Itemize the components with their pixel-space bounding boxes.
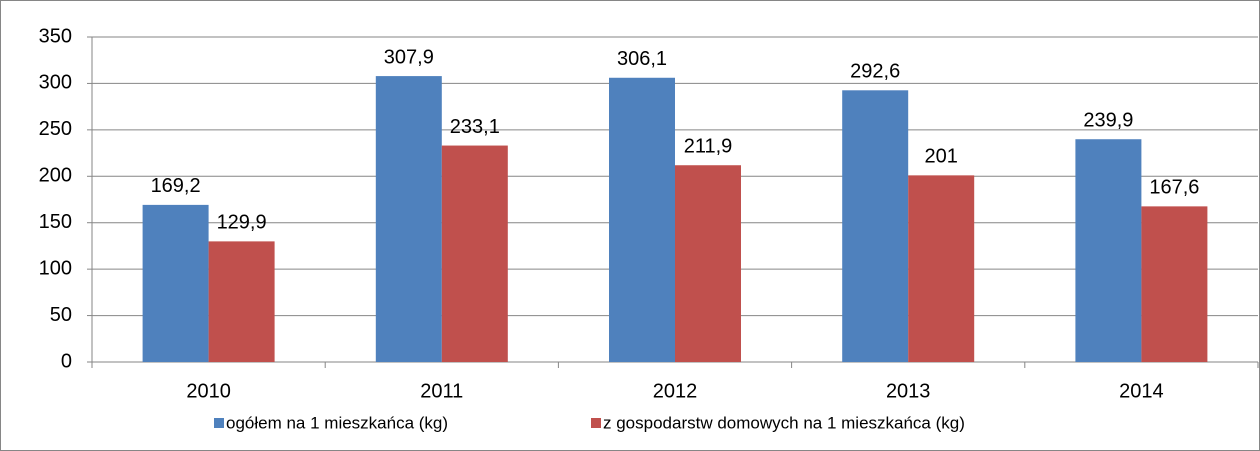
y-tick-label: 0 bbox=[61, 350, 72, 372]
bar bbox=[142, 204, 209, 362]
y-tick-label: 50 bbox=[50, 304, 72, 326]
data-label: 169,2 bbox=[151, 175, 201, 197]
x-tick-label: 2011 bbox=[420, 380, 463, 402]
bar bbox=[208, 241, 275, 362]
data-label: 201 bbox=[925, 146, 958, 168]
bar bbox=[675, 165, 741, 362]
legend-label: ogółem na 1 mieszkańca (kg) bbox=[226, 413, 448, 432]
bar bbox=[609, 77, 675, 362]
data-label: 211,9 bbox=[684, 136, 733, 158]
legend-swatch bbox=[591, 418, 601, 428]
data-label: 233,1 bbox=[450, 116, 500, 138]
data-label: 306,1 bbox=[617, 48, 667, 70]
x-tick-label: 2014 bbox=[1119, 380, 1164, 402]
bar bbox=[441, 145, 508, 362]
x-tick-label: 2012 bbox=[653, 380, 698, 402]
bar bbox=[375, 76, 442, 362]
y-tick-label: 200 bbox=[39, 165, 72, 187]
bar bbox=[908, 175, 975, 362]
data-label: 239,9 bbox=[1083, 110, 1133, 132]
bar bbox=[1141, 206, 1208, 362]
data-label: 292,6 bbox=[850, 61, 900, 83]
legend-swatch bbox=[214, 418, 224, 428]
y-tick-label: 100 bbox=[39, 257, 72, 279]
bar bbox=[842, 90, 909, 363]
legend-label: z gospodarstw domowych na 1 mieszkańca (… bbox=[603, 413, 965, 432]
y-tick-label: 300 bbox=[39, 72, 72, 94]
bar bbox=[1075, 139, 1142, 362]
x-tick-label: 2013 bbox=[886, 380, 931, 402]
data-label: 167,6 bbox=[1149, 177, 1199, 199]
data-label: 129,9 bbox=[217, 212, 267, 234]
data-label: 307,9 bbox=[384, 46, 434, 68]
y-tick-label: 250 bbox=[39, 118, 72, 140]
x-tick-label: 2010 bbox=[186, 380, 231, 402]
y-tick-label: 150 bbox=[39, 211, 72, 233]
y-tick-label: 350 bbox=[39, 25, 72, 47]
